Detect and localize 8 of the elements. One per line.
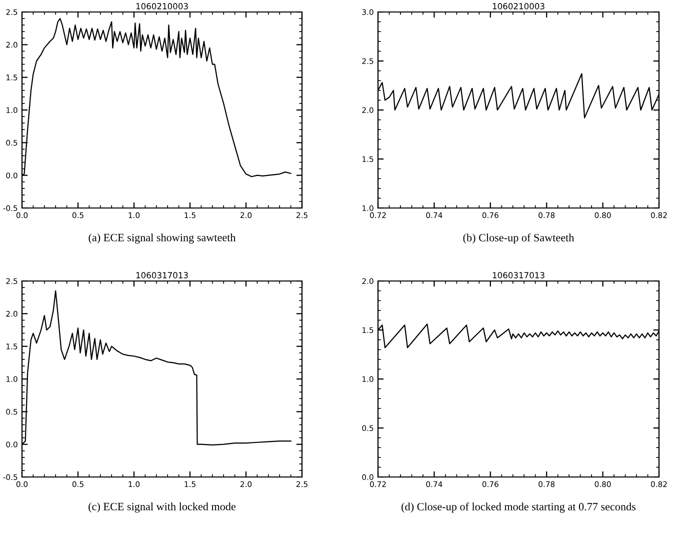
chart-title: 1060317013 — [136, 272, 188, 278]
chart-title: 1060210003 — [136, 3, 188, 10]
text: (b) Close-up of Sawteeth — [463, 233, 574, 244]
text: (c) ECE signal with locked mode — [88, 502, 236, 513]
chart-title: 1060210003 — [492, 3, 544, 10]
text: (d) Close-up of locked mode starting at 0.77 seconds — [402, 502, 636, 513]
text: (a) ECE signal showing sawteeth — [88, 233, 236, 244]
chart-title: 1060317013 — [492, 272, 544, 278]
